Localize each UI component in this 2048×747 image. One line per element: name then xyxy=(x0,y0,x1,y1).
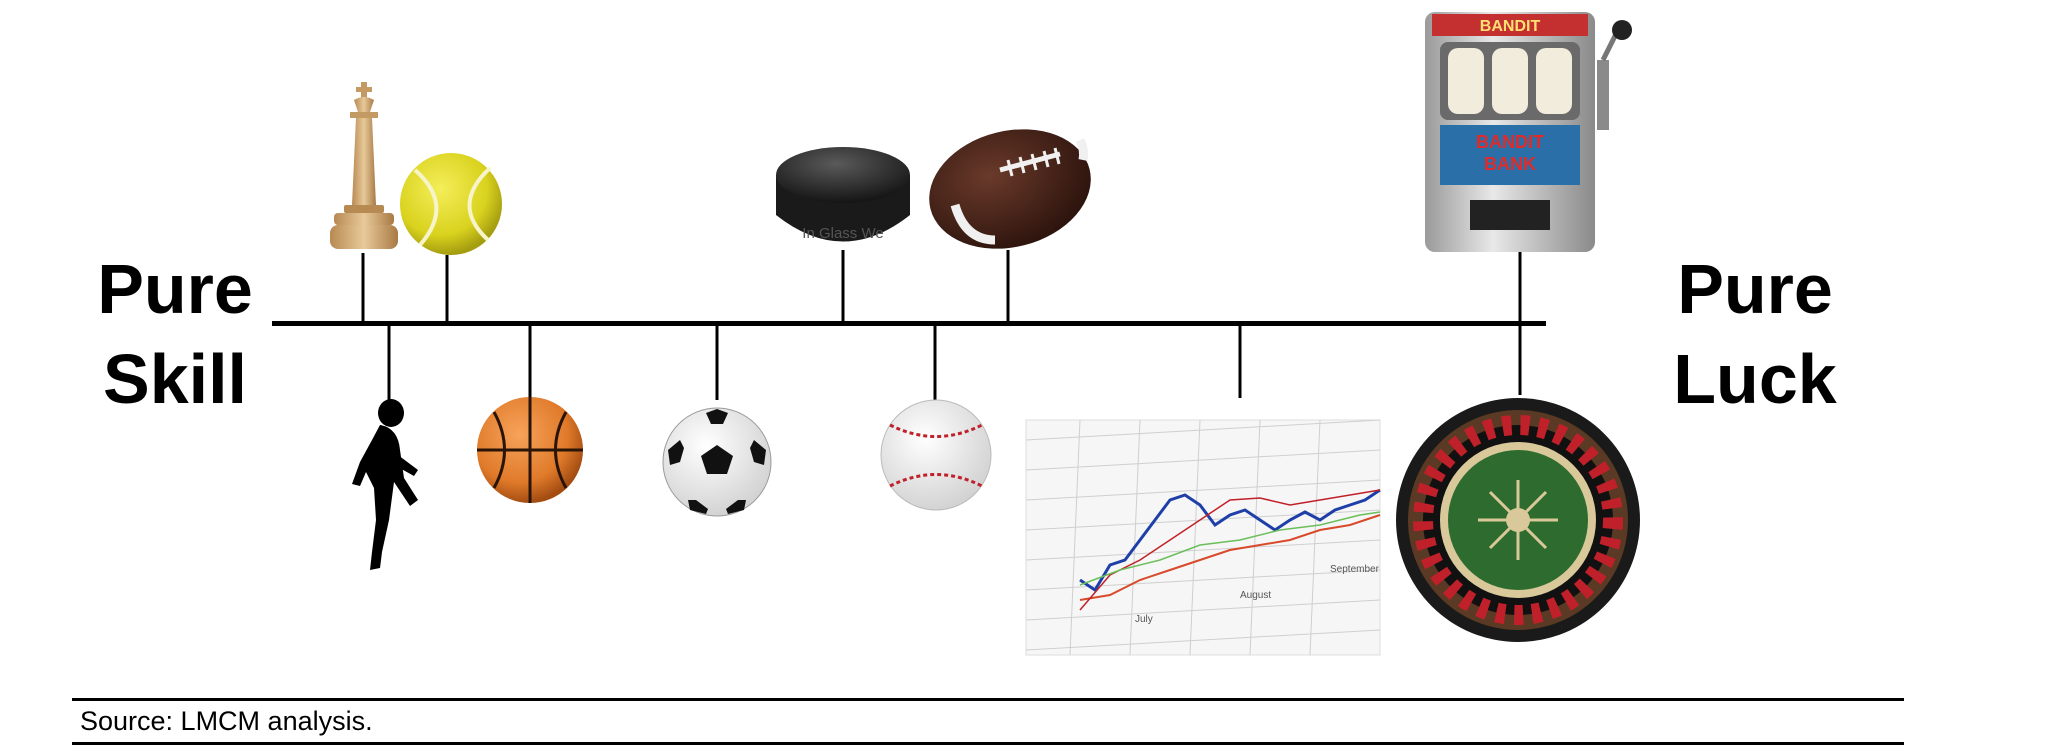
pure-skill-line1: Pure xyxy=(97,250,253,328)
stock-axis-label-3: September xyxy=(1330,564,1380,575)
chess-king-icon xyxy=(330,82,398,249)
hockey-puck-text: In Glass We xyxy=(802,225,883,242)
runner-icon xyxy=(352,399,418,570)
pure-luck-line1: Pure xyxy=(1677,250,1833,328)
continuum-graphic: In Glass We BANDIT B xyxy=(272,12,1640,656)
tennis-ball-icon xyxy=(400,153,502,255)
pure-skill-line2: Skill xyxy=(103,340,247,418)
slot-panel-line1: BANDIT xyxy=(1476,132,1544,152)
slot-machine-top-text: BANDIT xyxy=(1480,18,1541,35)
basketball-icon xyxy=(477,397,583,503)
slot-machine-icon: BANDIT BANDIT BANK xyxy=(1425,12,1632,252)
baseball-icon xyxy=(880,399,992,511)
source-note: Source: LMCM analysis. xyxy=(80,706,373,736)
pure-luck-label: Pure Luck xyxy=(1640,244,1870,424)
pure-skill-label: Pure Skill xyxy=(75,244,275,424)
stock-chart-icon: July August September xyxy=(1025,419,1381,656)
slot-panel-line2: BANK xyxy=(1484,154,1536,174)
soccer-ball-icon xyxy=(662,407,772,517)
hockey-puck-icon: In Glass We xyxy=(776,147,910,242)
football-icon xyxy=(929,129,1091,249)
pure-luck-line2: Luck xyxy=(1673,340,1837,418)
ticks-above xyxy=(361,250,1522,322)
ticks-below xyxy=(387,325,1522,400)
continuum-axis xyxy=(272,321,1546,326)
footer-top-rule xyxy=(72,698,1904,701)
roulette-wheel-icon xyxy=(1396,398,1640,642)
stock-axis-label-2: August xyxy=(1240,590,1271,601)
stock-axis-label-1: July xyxy=(1135,614,1153,625)
footer-bottom-rule xyxy=(72,742,1904,745)
